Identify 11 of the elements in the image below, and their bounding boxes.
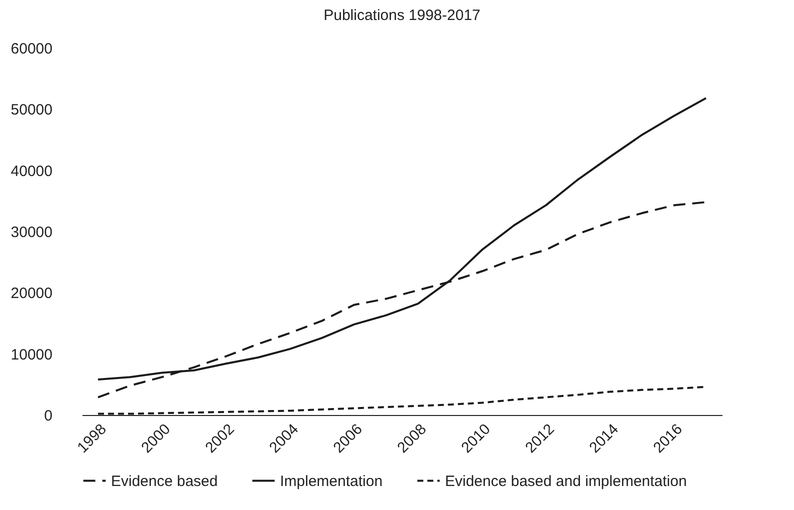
y-tick-label: 60000 xyxy=(10,40,52,58)
legend-label: Evidence based and implementation xyxy=(445,472,687,490)
y-tick-label: 50000 xyxy=(10,102,52,119)
y-tick-label: 40000 xyxy=(10,162,52,180)
y-tick-label: 30000 xyxy=(10,224,52,241)
y-tick-label: 10000 xyxy=(10,346,52,364)
legend-label: Evidence based xyxy=(111,472,218,490)
y-tick-label: 20000 xyxy=(10,285,52,302)
legend-label: Implementation xyxy=(280,472,383,490)
y-tick-label: 0 xyxy=(44,408,52,424)
chart-title: Publications 1998-2017 xyxy=(324,7,480,24)
